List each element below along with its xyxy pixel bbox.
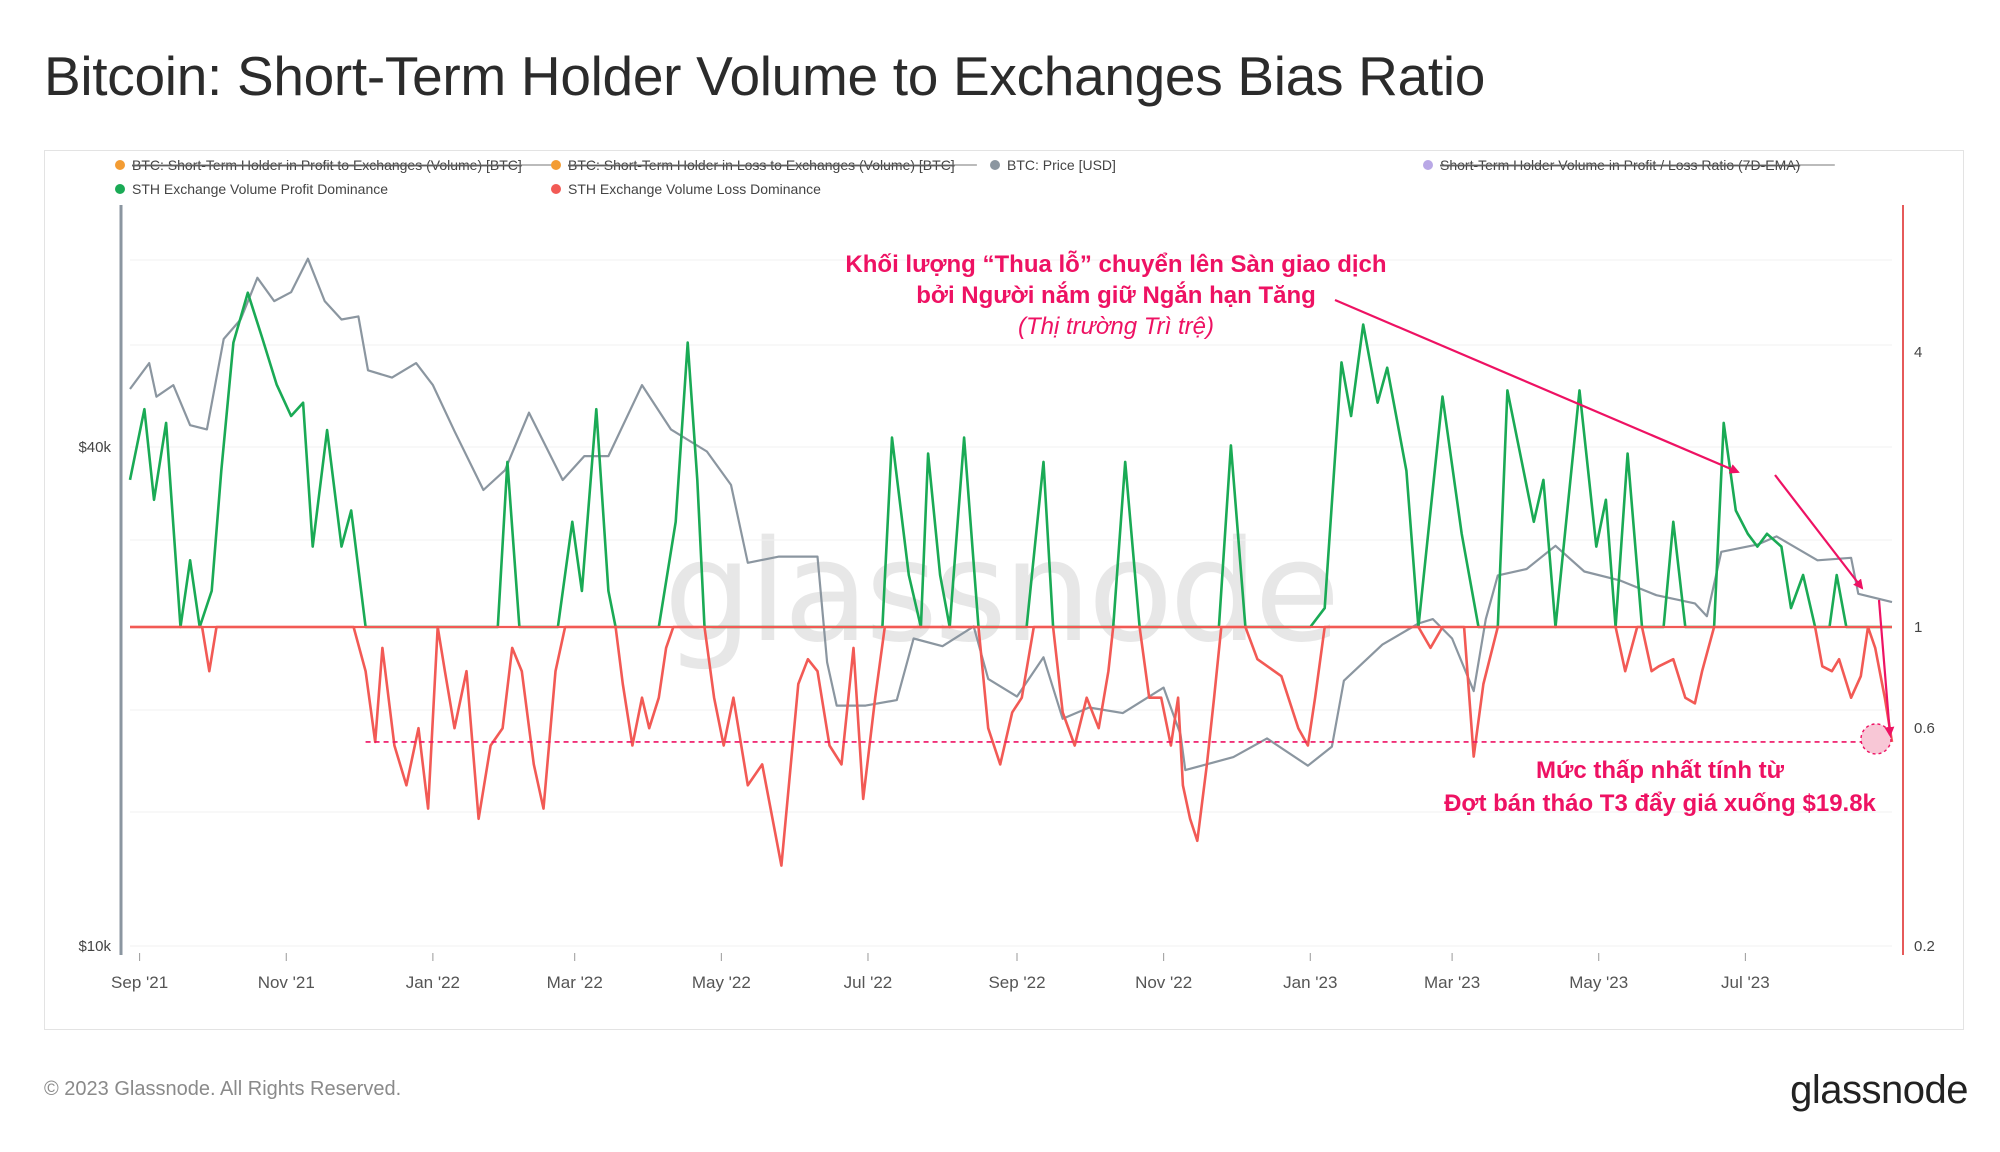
legend-marker — [1423, 160, 1433, 170]
watermark: glassnode — [664, 511, 1337, 674]
brand-logo: glassnode — [1790, 1068, 1968, 1112]
x-tick-label: May '22 — [692, 973, 751, 992]
legend-marker — [551, 184, 561, 194]
chart-frame — [44, 150, 1964, 1030]
right-tick-label: 4 — [1914, 344, 1922, 361]
x-tick-label: Jul '22 — [844, 973, 893, 992]
x-tick-label: Jan '23 — [1283, 973, 1337, 992]
annotation-bottom-line-1: Mức thấp nhất tính từ — [1536, 757, 1785, 784]
legend-marker — [115, 184, 125, 194]
legend-label: BTC: Price [USD] — [1007, 157, 1116, 173]
arrow-3 — [1877, 599, 1895, 737]
x-tick-label: Sep '22 — [988, 973, 1045, 992]
annotations: Khối lượng “Thua lỗ” chuyển lên Sàn giao… — [365, 250, 1895, 817]
legend-label: STH Exchange Volume Profit Dominance — [132, 181, 388, 197]
legend-marker — [115, 160, 125, 170]
price-line — [129, 257, 1893, 772]
left-tick-label: $10k — [78, 938, 111, 955]
x-tick-label: Nov '21 — [258, 973, 315, 992]
page-title: Bitcoin: Short-Term Holder Volume to Exc… — [44, 45, 1486, 107]
arrow-2 — [1774, 474, 1864, 590]
x-tick-label: Jul '23 — [1721, 973, 1770, 992]
copyright: © 2023 Glassnode. All Rights Reserved. — [44, 1078, 402, 1100]
x-tick-label: Mar '22 — [547, 973, 603, 992]
right-tick-label: 1 — [1914, 619, 1922, 636]
arrow-1 — [1334, 298, 1740, 474]
x-tick-label: Sep '21 — [111, 973, 168, 992]
annotation-bottom-line-2: Đợt bán tháo T3 đẩy giá xuống $19.8k — [1444, 790, 1876, 817]
axes: Sep '21 Nov '21 Jan '22 Mar '22 May '22 Jul '… — [78, 205, 1935, 992]
annotation-top-line-2: bởi Người nắm giữ Ngắn hạn Tăng — [916, 281, 1316, 309]
x-tick-label: Mar '23 — [1424, 973, 1480, 992]
annotation-top-line-1: Khối lượng “Thua lỗ” chuyển lên Sàn giao… — [845, 250, 1386, 278]
right-tick-label: 0.6 — [1914, 720, 1935, 737]
x-tick-label: Nov '22 — [1135, 973, 1192, 992]
x-tick-label: May '23 — [1569, 973, 1628, 992]
right-tick-label: 0.2 — [1914, 938, 1935, 955]
series-layer — [128, 257, 1894, 867]
legend-label: STH Exchange Volume Loss Dominance — [568, 181, 821, 197]
legend-marker — [990, 160, 1000, 170]
left-tick-label: $40k — [78, 439, 111, 456]
legend-marker — [551, 160, 561, 170]
low-marker-circle — [1860, 723, 1892, 755]
x-tick-label: Jan '22 — [406, 973, 460, 992]
annotation-top-subtitle: (Thị trường Trì trệ) — [1018, 313, 1214, 340]
legend: BTC: Short-Term Holder in Profit to Exch… — [115, 157, 1835, 197]
